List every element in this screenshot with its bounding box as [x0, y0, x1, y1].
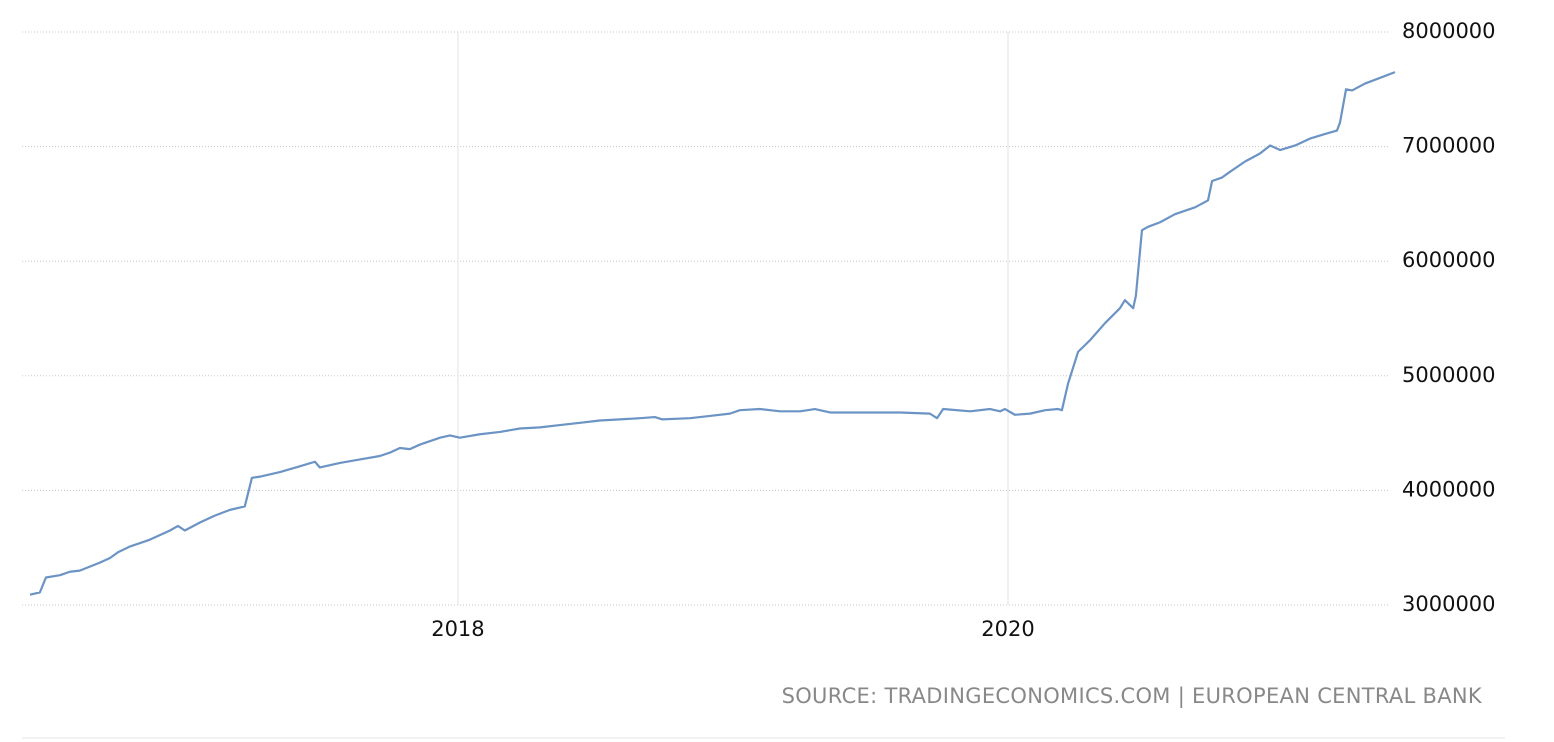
y-tick-label: 5000000 [1402, 363, 1496, 387]
data-line [29, 71, 1396, 596]
x-tick-label: 2020 [981, 617, 1034, 641]
y-tick-label: 6000000 [1402, 248, 1496, 272]
source: SOURCE: TRADINGECONOMICS.COM | EUROPEAN … [782, 684, 1483, 709]
y-tick-label: 8000000 [1402, 19, 1496, 43]
y-tick-label: 7000000 [1402, 134, 1496, 158]
x-tick-label: 2018 [431, 617, 484, 641]
y-tick-label: 4000000 [1402, 477, 1496, 501]
y-tick-label: 3000000 [1402, 592, 1496, 616]
